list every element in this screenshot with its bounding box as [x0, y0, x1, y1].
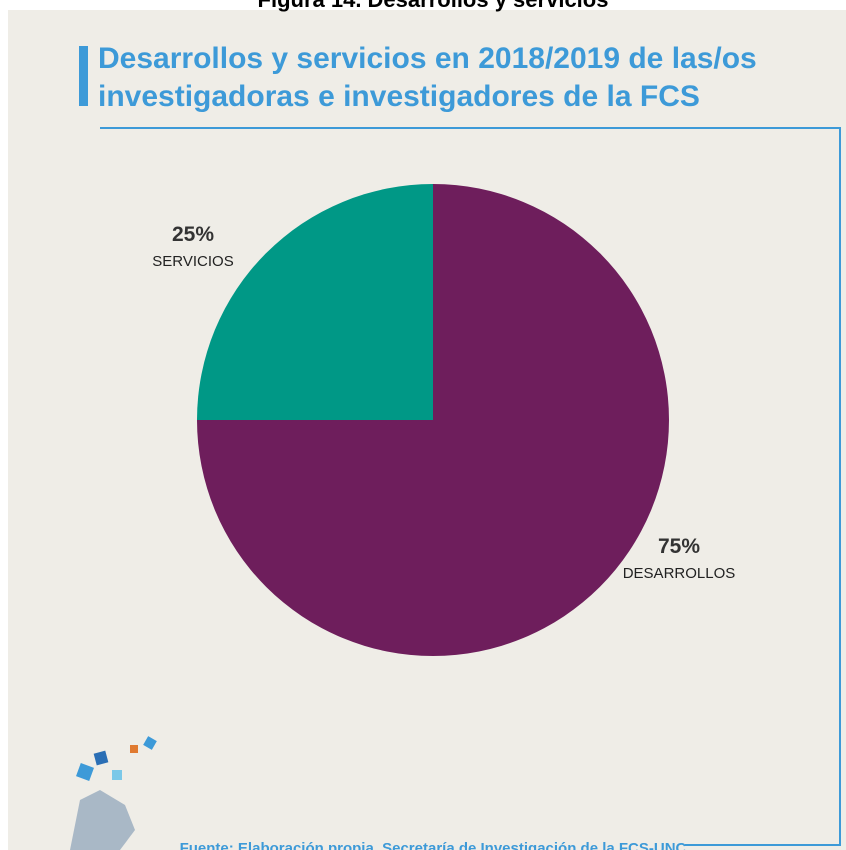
title-bar — [79, 46, 88, 106]
decoration — [70, 736, 157, 850]
category-label: SERVICIOS — [152, 253, 233, 270]
value-label: 75% — [658, 535, 700, 558]
chart-title: Desarrollos y servicios en 2018/2019 de … — [98, 42, 757, 75]
value-label: 25% — [172, 223, 214, 246]
category-label: DESARROLLOS — [623, 565, 736, 582]
pie-slice — [197, 184, 433, 420]
frame — [100, 127, 841, 846]
figure-label: Figura 14. Desarrollos y servicios — [258, 0, 609, 12]
chart-title: investigadoras e investigadores de la FC… — [98, 80, 700, 113]
source: Fuente: Elaboración propia. Secretaría d… — [180, 840, 687, 850]
